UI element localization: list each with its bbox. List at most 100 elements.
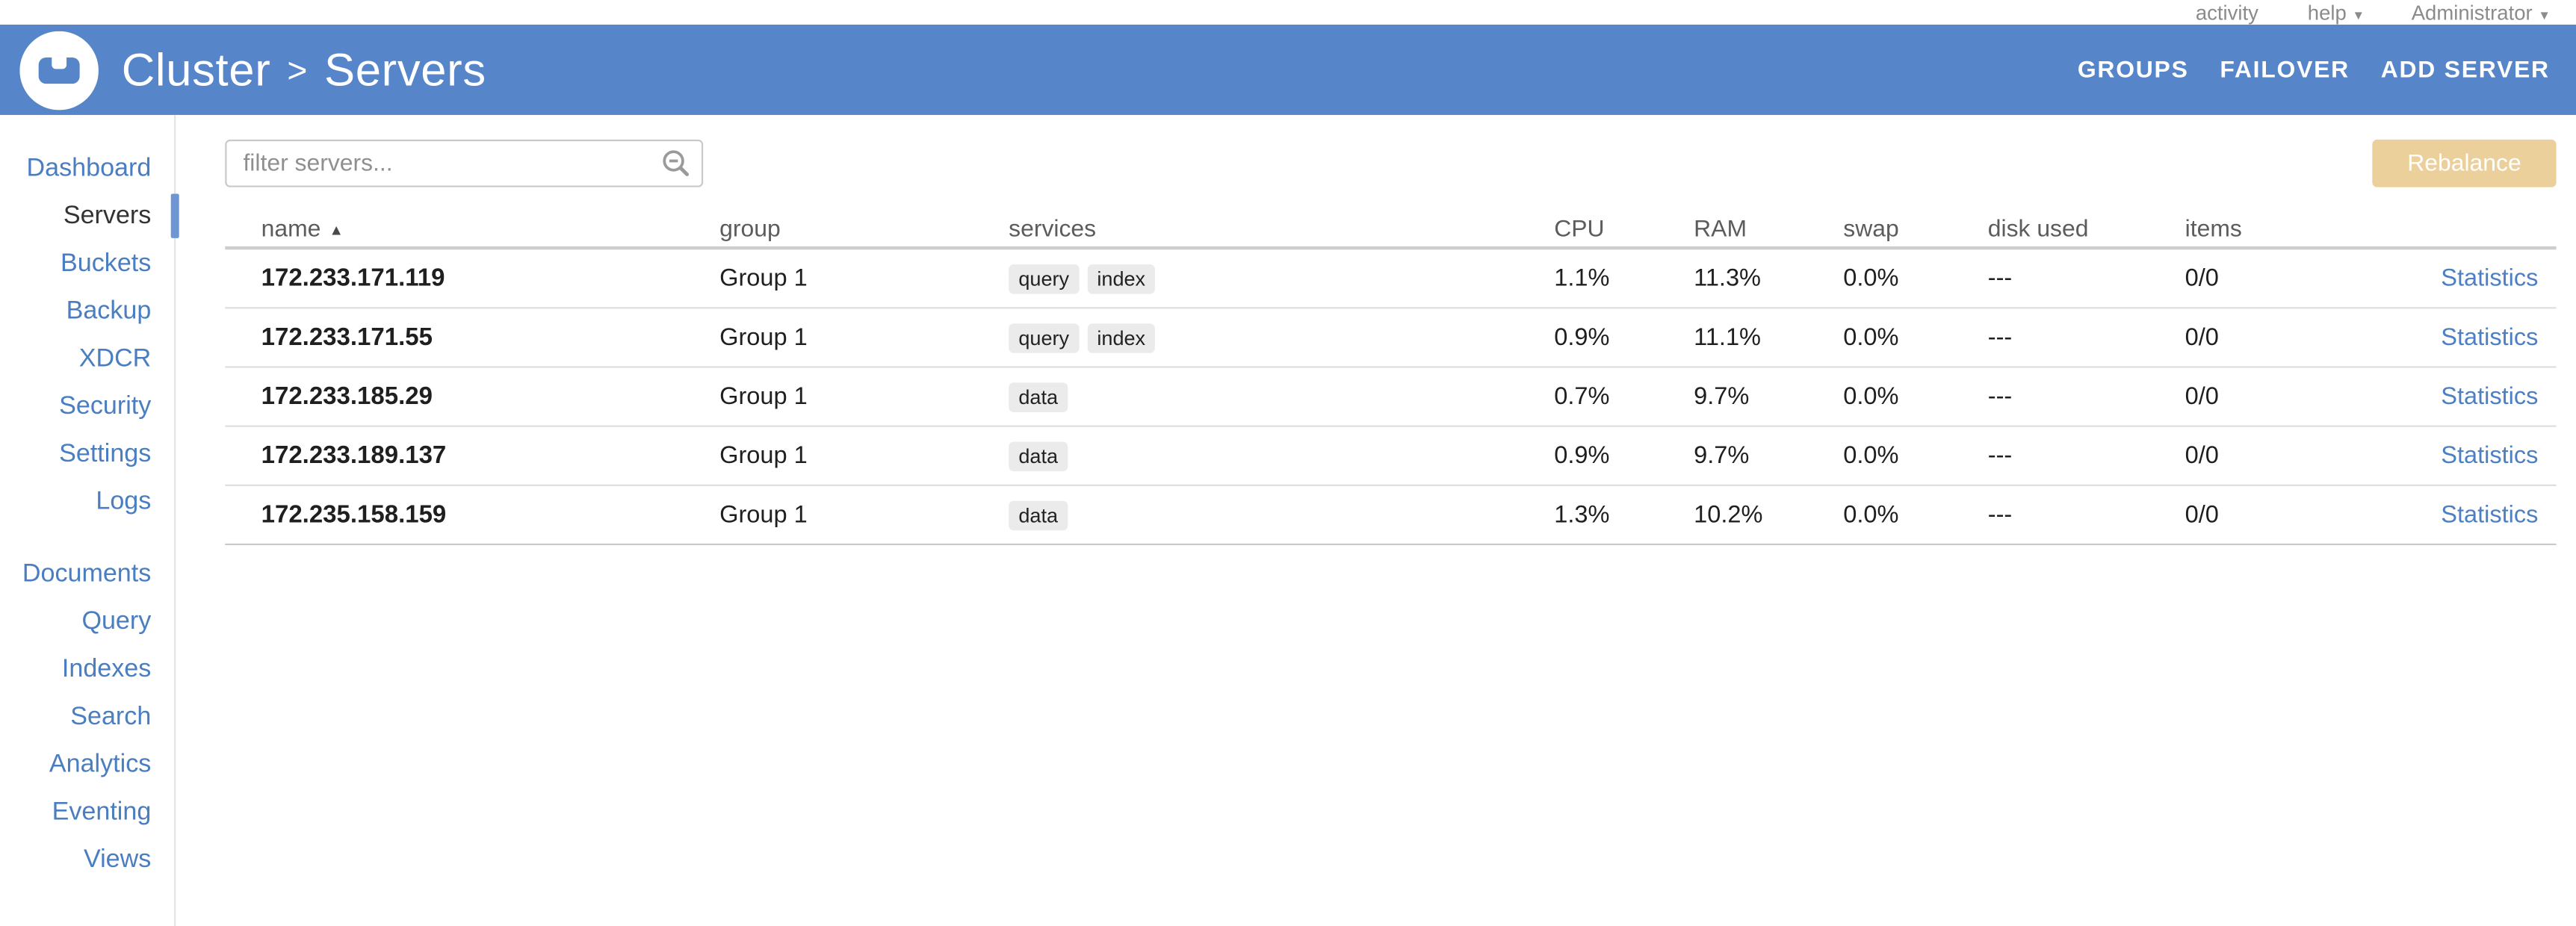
ram-value: 10.2%: [1694, 501, 1763, 528]
column-header-group[interactable]: group: [719, 217, 781, 243]
disk-used-value: ---: [1987, 324, 2013, 351]
column-header-name[interactable]: name ▲: [261, 217, 344, 243]
breadcrumb: Cluster > Servers: [122, 43, 486, 96]
swap-value: 0.0%: [1843, 442, 1899, 469]
server-group: Group 1: [719, 501, 808, 528]
cpu-value: 1.3%: [1554, 501, 1610, 528]
table-row[interactable]: 172.233.185.29 Group 1 data 0.7% 9.7% 0.…: [225, 368, 2557, 427]
items-value: 0/0: [2185, 442, 2219, 469]
sidebar-item-settings[interactable]: Settings: [59, 440, 152, 468]
sidebar-item-indexes[interactable]: Indexes: [61, 655, 152, 683]
server-group: Group 1: [719, 324, 808, 351]
table-row[interactable]: 172.235.158.159 Group 1 data 1.3% 10.2% …: [225, 486, 2557, 546]
service-badge: index: [1087, 263, 1156, 293]
column-header-items[interactable]: items: [2185, 217, 2242, 243]
disk-used-value: ---: [1987, 501, 2013, 528]
service-badge: data: [1009, 500, 1068, 530]
sidebar-item-query[interactable]: Query: [81, 607, 152, 636]
servers-panel: Rebalance name▲ group services CPU RAM s…: [225, 115, 2557, 926]
breadcrumb-section: Cluster: [121, 43, 271, 95]
statistics-link[interactable]: Statistics: [2441, 265, 2539, 292]
sidebar-item-buckets[interactable]: Buckets: [61, 249, 152, 278]
sidebar-item-dashboard[interactable]: Dashboard: [26, 154, 152, 183]
header-actions: GROUPS FAILOVER ADD SERVER: [2078, 57, 2576, 83]
sidebar-item-xdcr[interactable]: XDCR: [78, 344, 152, 373]
statistics-link[interactable]: Statistics: [2441, 324, 2539, 351]
service-badge: index: [1087, 323, 1156, 352]
chevron-down-icon: ▾: [2540, 5, 2548, 22]
column-header-services[interactable]: services: [1009, 217, 1097, 243]
items-value: 0/0: [2185, 324, 2219, 351]
selected-indicator: [170, 193, 179, 238]
statistics-link[interactable]: Statistics: [2441, 442, 2539, 469]
server-services: data: [1009, 441, 1554, 471]
server-name: 172.233.171.119: [261, 264, 445, 293]
groups-button[interactable]: GROUPS: [2077, 56, 2189, 84]
server-group: Group 1: [719, 265, 808, 292]
service-badge: data: [1009, 382, 1068, 411]
swap-value: 0.0%: [1843, 383, 1899, 410]
sidebar-primary-nav: Dashboard Servers Buckets Backup XDCR Se…: [0, 145, 179, 526]
server-group: Group 1: [719, 442, 808, 469]
content-area: Dashboard Servers Buckets Backup XDCR Se…: [0, 114, 2576, 926]
service-badge: data: [1009, 441, 1068, 471]
swap-value: 0.0%: [1843, 324, 1899, 351]
disk-used-value: ---: [1987, 383, 2013, 410]
statistics-link[interactable]: Statistics: [2441, 501, 2539, 528]
cpu-value: 1.1%: [1554, 265, 1610, 292]
service-badge: query: [1009, 263, 1080, 293]
swap-value: 0.0%: [1843, 265, 1899, 292]
server-name: 172.233.171.55: [261, 323, 433, 352]
sidebar-item-security[interactable]: Security: [59, 392, 152, 420]
sidebar-item-views[interactable]: Views: [83, 845, 152, 874]
column-header-swap[interactable]: swap: [1843, 217, 1899, 243]
user-menu[interactable]: Administrator ▾: [2411, 1, 2548, 24]
ram-value: 9.7%: [1694, 383, 1750, 410]
sidebar: Dashboard Servers Buckets Backup XDCR Se…: [0, 114, 179, 926]
column-header-cpu[interactable]: CPU: [1554, 217, 1605, 243]
sidebar-item-logs[interactable]: Logs: [96, 488, 152, 516]
activity-link[interactable]: activity: [2195, 1, 2258, 24]
app-header: Cluster > Servers GROUPS FAILOVER ADD SE…: [0, 24, 2576, 115]
filter-field-wrap: [225, 139, 704, 187]
sidebar-item-search[interactable]: Search: [70, 703, 152, 731]
table-row[interactable]: 172.233.189.137 Group 1 data 0.9% 9.7% 0…: [225, 427, 2557, 486]
server-services: query index: [1009, 323, 1554, 352]
failover-button[interactable]: FAILOVER: [2220, 56, 2350, 84]
server-name: 172.235.158.159: [261, 500, 447, 529]
filter-servers-input[interactable]: [225, 139, 704, 187]
add-server-button[interactable]: ADD SERVER: [2380, 56, 2550, 84]
sidebar-item-backup[interactable]: Backup: [66, 297, 152, 326]
utility-bar: activity help ▾ Administrator ▾: [0, 0, 2576, 25]
rebalance-button[interactable]: Rebalance: [2372, 139, 2557, 187]
table-row[interactable]: 172.233.171.119 Group 1 query index 1.1% …: [225, 249, 2557, 309]
service-badge: query: [1009, 323, 1080, 352]
swap-value: 0.0%: [1843, 501, 1899, 528]
help-menu[interactable]: help ▾: [2307, 1, 2362, 24]
items-value: 0/0: [2185, 383, 2219, 410]
sidebar-item-eventing[interactable]: Eventing: [52, 798, 152, 827]
cpu-value: 0.9%: [1554, 324, 1610, 351]
column-header-disk-used[interactable]: disk used: [1987, 217, 2089, 243]
servers-table-header: name ▲ group services CPU RAM swap disk u…: [225, 214, 2557, 250]
couchbase-logo-icon: [19, 30, 99, 110]
servers-toolbar: Rebalance: [225, 139, 2557, 187]
sidebar-item-analytics[interactable]: Analytics: [49, 750, 152, 779]
statistics-link[interactable]: Statistics: [2441, 383, 2539, 410]
ram-value: 9.7%: [1694, 442, 1750, 469]
sidebar-item-documents[interactable]: Documents: [22, 559, 152, 588]
disk-used-value: ---: [1987, 442, 2013, 469]
items-value: 0/0: [2185, 501, 2219, 528]
server-services: data: [1009, 382, 1554, 411]
column-header-ram[interactable]: RAM: [1694, 217, 1747, 243]
sidebar-item-servers[interactable]: Servers: [0, 192, 179, 240]
ram-value: 11.1%: [1694, 324, 1761, 351]
sort-asc-icon: ▲: [329, 221, 344, 238]
server-name: 172.233.189.137: [261, 441, 447, 470]
table-row[interactable]: 172.233.171.55 Group 1 query index 0.9% 1…: [225, 308, 2557, 368]
breadcrumb-separator-icon: >: [287, 52, 309, 90]
server-services: data: [1009, 500, 1554, 530]
items-value: 0/0: [2185, 265, 2219, 292]
server-services: query index: [1009, 263, 1554, 293]
